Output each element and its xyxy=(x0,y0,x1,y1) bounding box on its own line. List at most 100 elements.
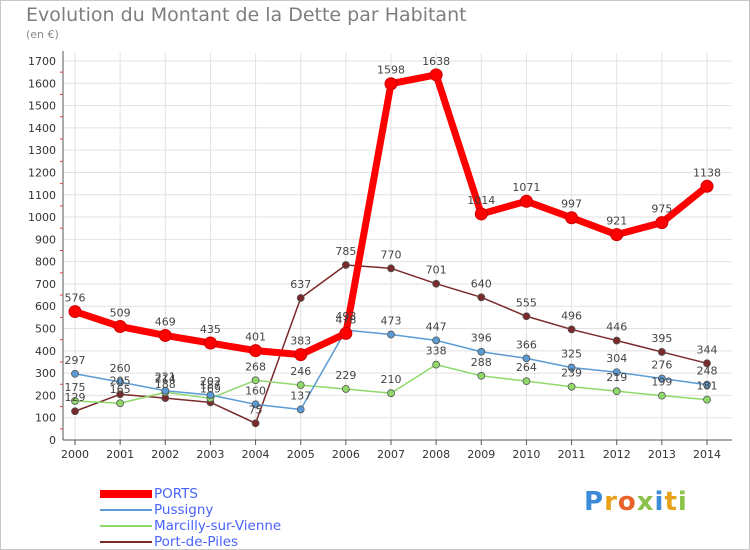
data-label: 137 xyxy=(290,389,311,402)
logo-letter: t xyxy=(664,487,678,517)
data-label: 478 xyxy=(335,313,356,326)
y-tick-label: 1000 xyxy=(28,211,56,224)
data-point xyxy=(612,336,621,345)
data-label: 187 xyxy=(200,378,221,391)
data-point xyxy=(703,359,711,368)
data-point xyxy=(249,344,263,358)
x-tick-label: 2010 xyxy=(512,448,540,461)
x-tick-label: 2005 xyxy=(287,448,315,461)
data-point xyxy=(341,261,350,269)
y-tick-label: 600 xyxy=(35,300,56,313)
data-point xyxy=(116,390,125,399)
data-label: 199 xyxy=(651,376,672,389)
data-label: 129 xyxy=(65,391,86,404)
data-point xyxy=(116,399,125,408)
logo-letter: P xyxy=(584,487,605,517)
data-point xyxy=(703,395,711,404)
data-label: 219 xyxy=(606,371,627,384)
data-label: 435 xyxy=(200,323,221,336)
data-label: 276 xyxy=(651,358,672,371)
data-label: 338 xyxy=(426,345,447,358)
y-tick-label: 1200 xyxy=(28,166,56,179)
chart-title: Evolution du Montant de la Dette par Hab… xyxy=(26,4,467,26)
data-point xyxy=(203,336,217,350)
logo-letter: i xyxy=(654,487,665,517)
data-point xyxy=(296,405,305,414)
data-label: 181 xyxy=(697,380,718,393)
data-label: 637 xyxy=(290,278,311,291)
data-label: 493 xyxy=(335,310,356,323)
data-label: 473 xyxy=(381,315,402,328)
data-point xyxy=(655,216,669,230)
data-label: 246 xyxy=(290,365,311,378)
data-label: 785 xyxy=(335,245,356,258)
legend-label: Marcilly-sur-Vienne xyxy=(154,518,282,534)
legend-swatch xyxy=(100,525,152,527)
data-point xyxy=(113,320,127,334)
data-label: 555 xyxy=(516,296,537,309)
data-label: 260 xyxy=(110,362,131,375)
data-point xyxy=(68,305,82,319)
data-label: 640 xyxy=(471,277,492,290)
data-point xyxy=(161,386,170,395)
data-point xyxy=(71,397,79,405)
data-label: 344 xyxy=(697,343,718,356)
data-point xyxy=(384,77,398,91)
data-point xyxy=(158,328,172,342)
x-tick-label: 2007 xyxy=(377,448,405,461)
x-tick-label: 2003 xyxy=(196,448,224,461)
data-point xyxy=(296,294,305,302)
data-point xyxy=(387,330,395,339)
data-point xyxy=(387,389,395,398)
x-tick-label: 2011 xyxy=(558,448,586,461)
data-point xyxy=(296,381,305,390)
data-point xyxy=(116,378,125,386)
data-label: 383 xyxy=(290,335,311,348)
data-point xyxy=(477,293,486,302)
data-label: 401 xyxy=(245,331,266,344)
logo-letter: o xyxy=(617,487,637,517)
x-tick-label: 2013 xyxy=(648,448,676,461)
data-point xyxy=(567,363,576,372)
data-point xyxy=(522,377,531,386)
data-point xyxy=(432,360,441,369)
data-point xyxy=(251,376,260,385)
chart-unit: (en €) xyxy=(26,28,59,41)
data-label: 1014 xyxy=(467,194,495,207)
data-label: 268 xyxy=(245,360,266,373)
data-label: 202 xyxy=(200,375,221,388)
x-tick-label: 2012 xyxy=(603,448,631,461)
data-point xyxy=(251,419,260,428)
data-label: 160 xyxy=(245,384,266,397)
x-tick-label: 2014 xyxy=(693,448,721,461)
data-label: 395 xyxy=(651,332,672,345)
data-point xyxy=(567,382,576,391)
y-tick-label: 100 xyxy=(35,412,56,425)
x-tick-label: 2009 xyxy=(467,448,495,461)
x-tick-label: 2000 xyxy=(61,448,89,461)
y-tick-label: 1300 xyxy=(28,144,56,157)
data-label: 1598 xyxy=(377,64,405,77)
y-tick-label: 200 xyxy=(35,389,56,402)
data-point xyxy=(294,348,308,362)
proxiti-logo: Proxiti xyxy=(584,487,688,517)
data-point xyxy=(703,380,711,389)
data-label: 188 xyxy=(155,378,176,391)
x-tick-label: 2006 xyxy=(332,448,360,461)
logo-letter: x xyxy=(636,487,655,517)
data-label: 210 xyxy=(381,373,402,386)
data-label: 997 xyxy=(561,198,582,211)
data-label: 770 xyxy=(381,248,402,261)
data-label: 1138 xyxy=(693,166,721,179)
legend-label: Port-de-Piles xyxy=(154,534,239,550)
data-point xyxy=(612,368,621,377)
data-point xyxy=(432,279,441,288)
y-tick-label: 1600 xyxy=(28,77,56,90)
data-point xyxy=(612,387,621,396)
data-label: 75 xyxy=(249,403,263,416)
data-point xyxy=(387,264,395,273)
y-tick-label: 700 xyxy=(35,278,56,291)
y-tick-label: 900 xyxy=(35,233,56,246)
data-point xyxy=(519,194,533,208)
